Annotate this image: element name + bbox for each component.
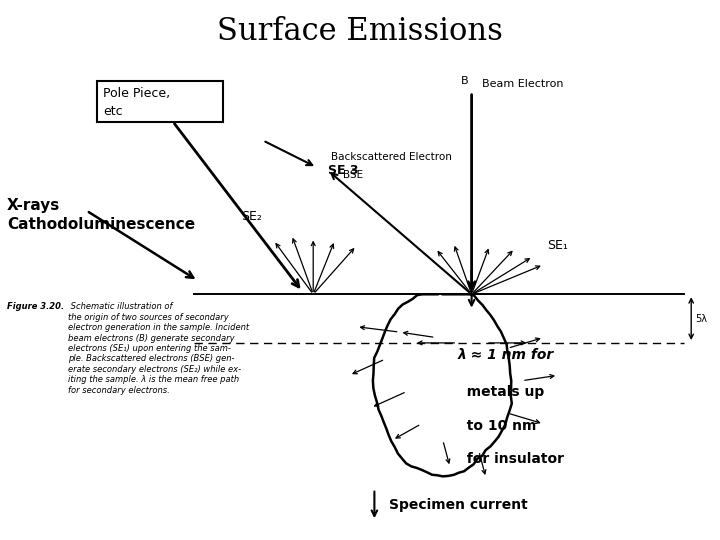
Text: Backscattered Electron: Backscattered Electron [331, 152, 452, 162]
Text: Pole Piece,: Pole Piece, [103, 87, 170, 100]
Text: to 10 nm: to 10 nm [457, 418, 536, 433]
Text: Figure 3.20.: Figure 3.20. [7, 302, 64, 312]
Bar [97, 81, 223, 122]
Text: Schematic illustration of
the origin of two sources of secondary
electron genera: Schematic illustration of the origin of … [68, 302, 250, 395]
Text: BSE: BSE [343, 170, 363, 180]
Text: Specimen current: Specimen current [389, 498, 528, 512]
Text: Surface Emissions: Surface Emissions [217, 16, 503, 47]
Text: metals up: metals up [457, 385, 544, 399]
Text: Beam Electron: Beam Electron [482, 79, 564, 89]
Text: SE 3: SE 3 [328, 164, 358, 177]
Text: etc: etc [103, 105, 122, 118]
Text: SE₁: SE₁ [547, 239, 568, 252]
Text: B: B [461, 76, 468, 86]
Text: X-rays: X-rays [7, 198, 60, 213]
Text: SE₂: SE₂ [241, 210, 262, 222]
Text: λ ≈ 1 nm for: λ ≈ 1 nm for [457, 348, 554, 362]
Text: 5λ: 5λ [695, 314, 707, 323]
Text: Cathodoluminescence: Cathodoluminescence [7, 217, 195, 232]
Text: for insulator: for insulator [457, 452, 564, 466]
